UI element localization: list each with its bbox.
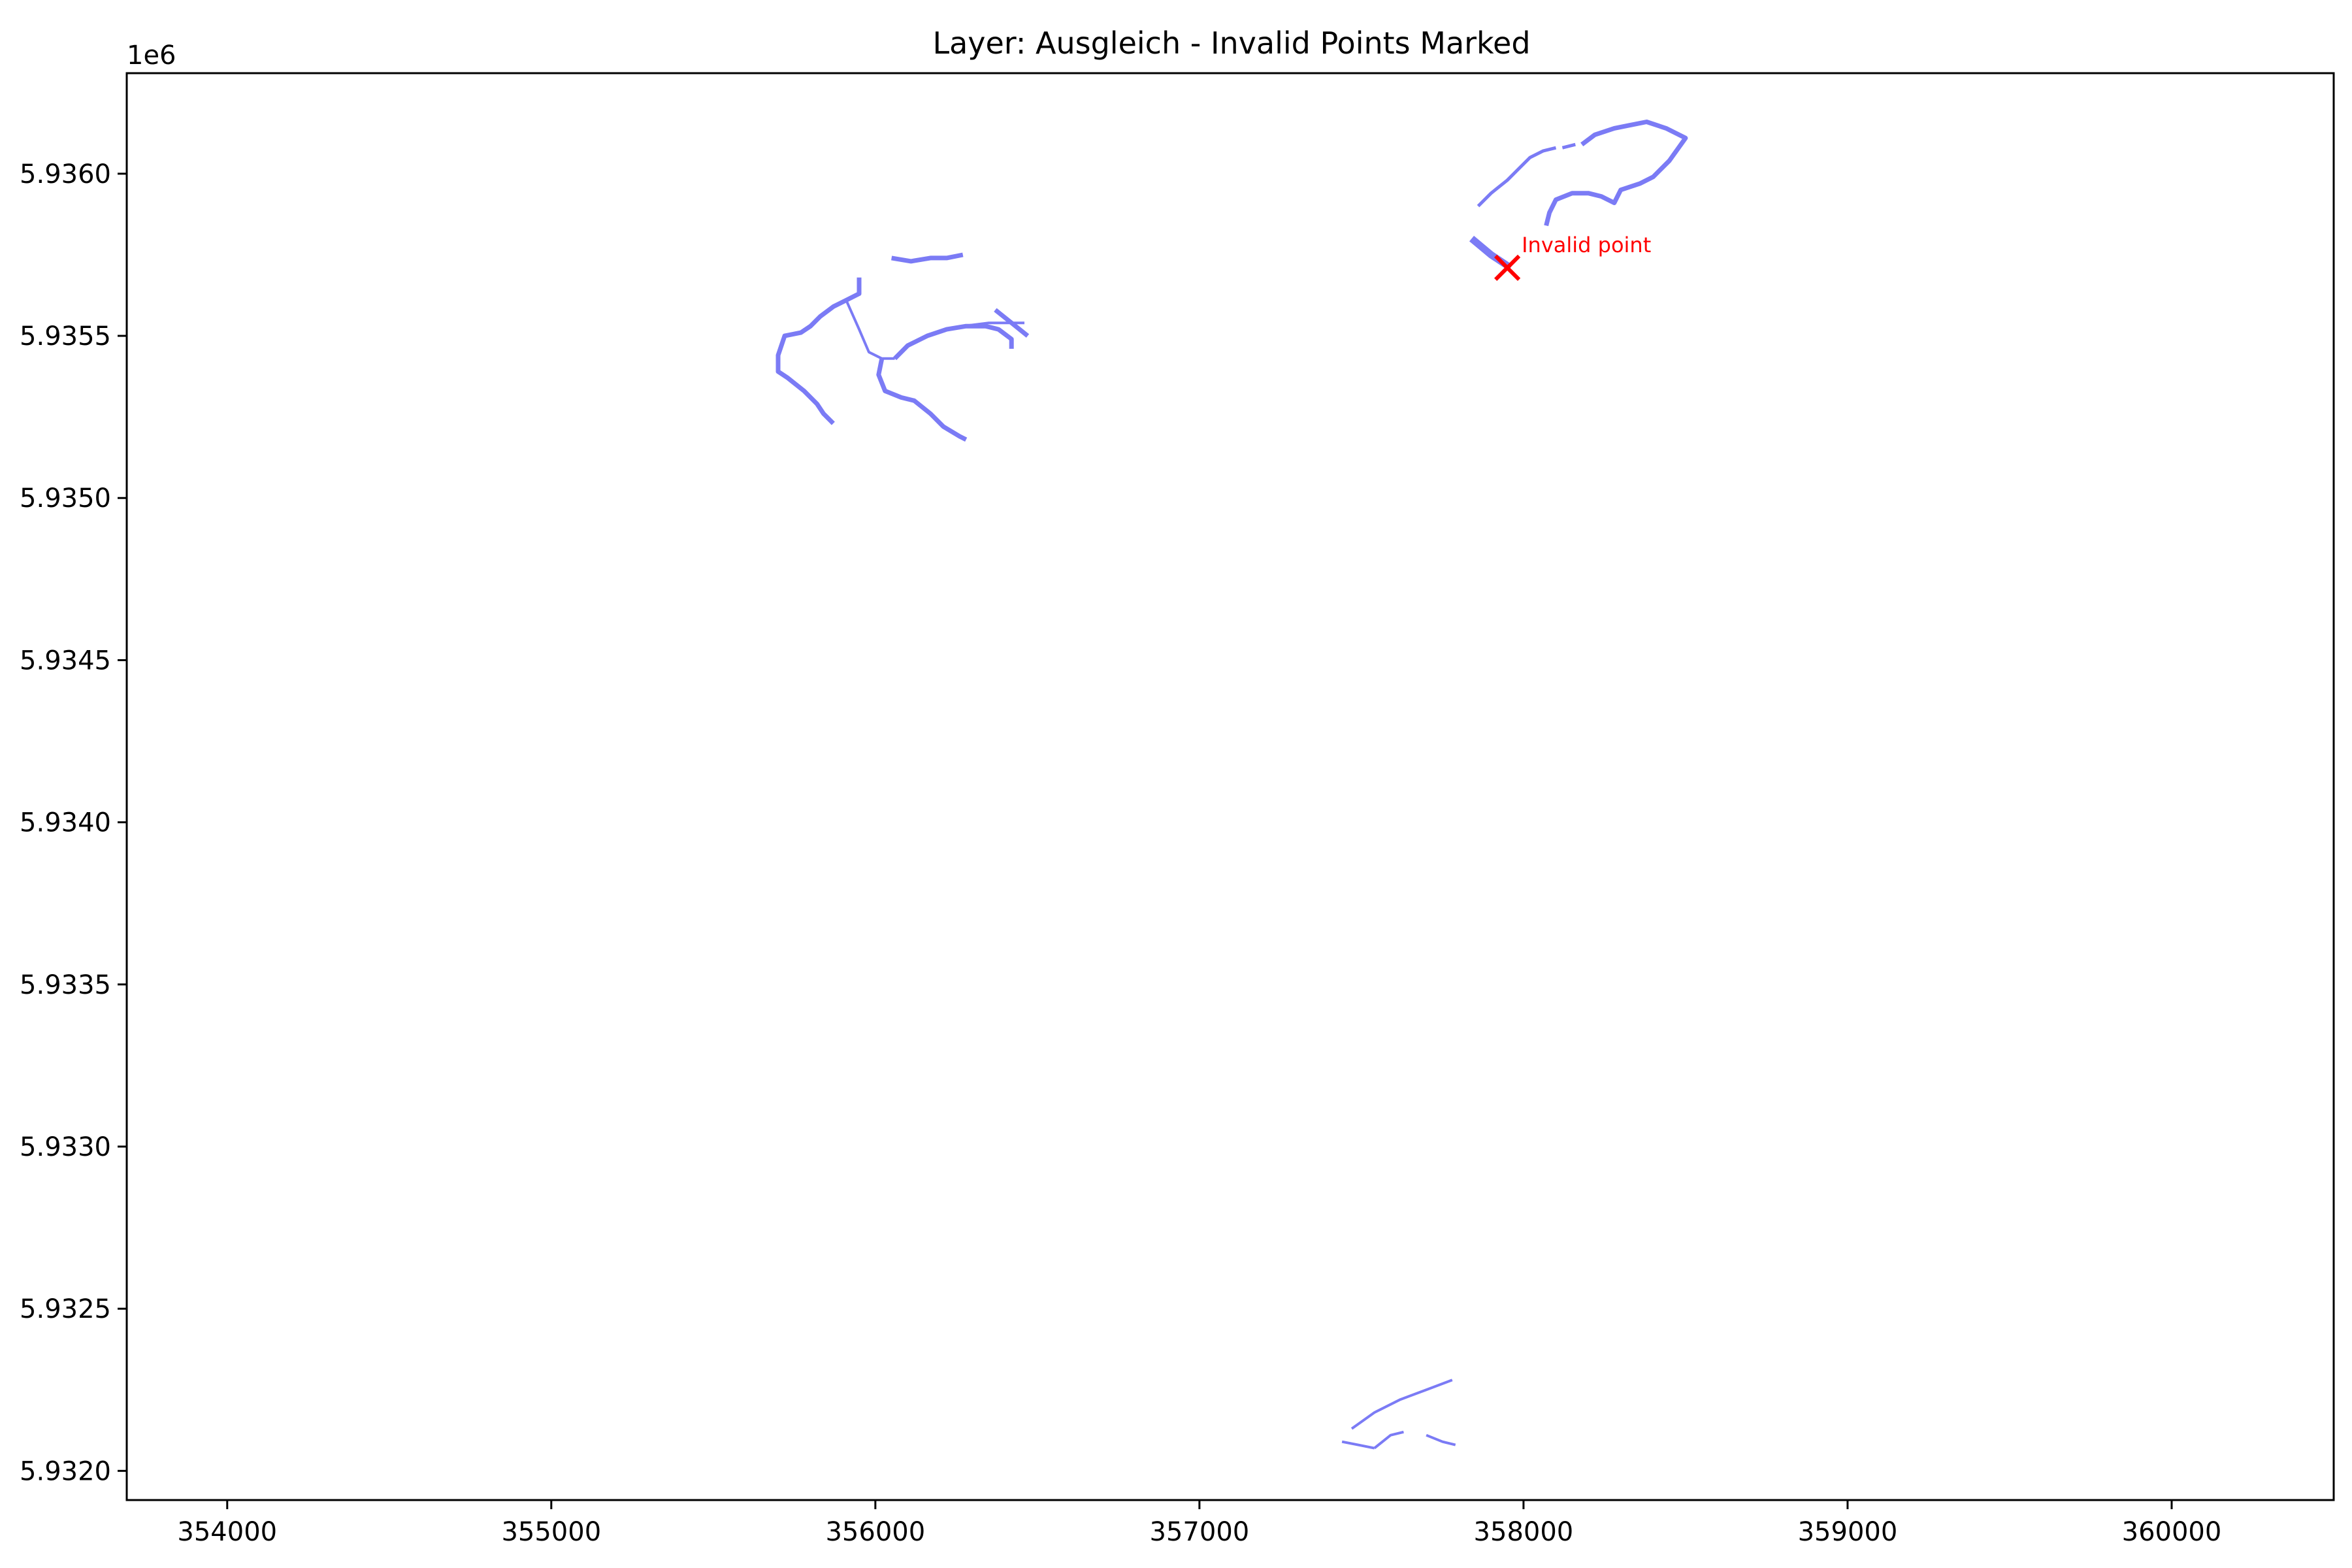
line-segment-1 [776, 277, 862, 425]
y-tick-label: 5.9345 [20, 645, 111, 676]
x-axis-ticks: 354000 355000 356000 357000 358000 359000 3600… [177, 1500, 2221, 1547]
y-tick-label: 5.9330 [20, 1132, 111, 1162]
x-tick-label: 355000 [501, 1517, 601, 1547]
line-segment-5 [962, 321, 1024, 328]
line-series-layer [776, 120, 1688, 1450]
invalid-point-layer: Invalid point [1494, 233, 1651, 281]
line-segment-3 [876, 358, 968, 442]
line-segment-9 [1477, 146, 1557, 208]
line-segment-10 [1561, 142, 1576, 150]
x-tick-label: 354000 [177, 1517, 277, 1547]
y-axis-ticks: 5.9320 5.9325 5.9330 5.9335 5.9340 5.9345 5.93… [20, 159, 127, 1486]
line-segment-6 [994, 308, 1030, 338]
x-tick-label: 360000 [2122, 1517, 2222, 1547]
y-tick-label: 5.9360 [20, 159, 111, 189]
y-tick-label: 5.9355 [20, 321, 111, 351]
x-tick-label: 357000 [1150, 1517, 1250, 1547]
invalid-point-marker-1 [1494, 254, 1521, 281]
line-segment-14 [1373, 1430, 1404, 1450]
x-tick-label: 358000 [1474, 1517, 1574, 1547]
x-tick-label: 359000 [1798, 1517, 1898, 1547]
chart-title: Layer: Ausgleich - Invalid Points Marked [932, 25, 1530, 61]
line-segment-12 [1350, 1379, 1453, 1430]
line-segment-15 [1426, 1433, 1456, 1446]
y-tick-label: 5.9320 [20, 1456, 111, 1486]
y-tick-label: 5.9325 [20, 1294, 111, 1324]
y-axis-offset-label: 1e6 [127, 41, 176, 71]
y-tick-label: 5.9335 [20, 970, 111, 1000]
line-segment-7 [891, 252, 964, 264]
invalid-point-label: Invalid point [1522, 233, 1651, 257]
line-segment-2 [845, 299, 895, 360]
y-tick-label: 5.9340 [20, 808, 111, 838]
line-segment-11 [1544, 120, 1688, 227]
line-segment-13 [1341, 1440, 1375, 1450]
y-tick-label: 5.9350 [20, 483, 111, 514]
x-tick-label: 356000 [825, 1517, 925, 1547]
plot-area-frame [125, 72, 2335, 1501]
